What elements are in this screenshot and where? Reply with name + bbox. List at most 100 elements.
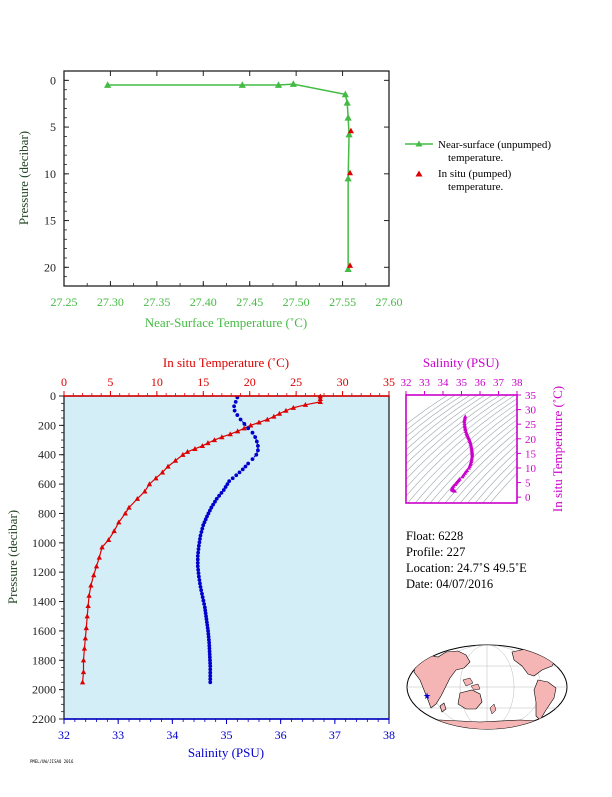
salinity-profile-point bbox=[200, 527, 204, 531]
ts-temperature-tick-label: 35 bbox=[525, 390, 537, 402]
salinity-profile-point bbox=[200, 592, 204, 596]
ts-temperature-tick-label: 10 bbox=[525, 463, 537, 475]
salinity-profile-point bbox=[234, 473, 238, 477]
top-x-tick-label: 27.50 bbox=[283, 295, 310, 309]
top-x-tick-label: 27.60 bbox=[376, 295, 403, 309]
salinity-profile-point bbox=[198, 578, 202, 582]
salinity-profile-point bbox=[241, 468, 245, 472]
top-y-tick-label: 15 bbox=[44, 214, 56, 228]
map-land bbox=[407, 645, 567, 731]
top-plot-frame bbox=[64, 71, 389, 286]
salinity-profile-point bbox=[199, 585, 203, 589]
salinity-profile-point bbox=[208, 667, 212, 671]
salinity-profile-point bbox=[196, 551, 200, 555]
top-y-tick-label: 0 bbox=[50, 73, 56, 87]
temperature-tick-label: 5 bbox=[107, 375, 113, 389]
salinity-profile-point bbox=[197, 544, 201, 548]
ts-temperature-tick-label: 20 bbox=[525, 434, 537, 446]
salinity-profile-point bbox=[222, 488, 226, 492]
salinity-profile-point bbox=[208, 664, 212, 668]
salinity-axis-label: Salinity (PSU) bbox=[188, 745, 264, 760]
float-number: Float: 6228 bbox=[406, 528, 527, 544]
pressure-tick-label: 800 bbox=[38, 506, 56, 520]
profile-date: Date: 04/07/2016 bbox=[406, 576, 527, 592]
top-y-tick-label: 20 bbox=[44, 260, 56, 274]
temperature-tick-label: 20 bbox=[244, 375, 256, 389]
salinity-profile-point bbox=[198, 582, 202, 586]
pressure-tick-label: 400 bbox=[38, 448, 56, 462]
salinity-profile-point bbox=[246, 462, 250, 466]
top-x-tick-label: 27.45 bbox=[236, 295, 263, 309]
salinity-profile-point bbox=[196, 558, 200, 562]
top-x-tick-label: 27.25 bbox=[51, 295, 78, 309]
temperature-tick-label: 10 bbox=[151, 375, 163, 389]
profile-number: Profile: 227 bbox=[406, 544, 527, 560]
salinity-profile-point bbox=[198, 537, 202, 541]
ts-temperature-tick-label: 30 bbox=[525, 405, 537, 417]
world-map: ★ bbox=[407, 645, 567, 731]
pressure-tick-label: 1000 bbox=[32, 536, 56, 550]
float-location-marker: ★ bbox=[423, 691, 431, 701]
salinity-profile-point bbox=[208, 671, 212, 675]
salinity-profile-point bbox=[232, 404, 236, 408]
salinity-profile-point bbox=[253, 435, 257, 439]
salinity-profile-point bbox=[251, 457, 255, 461]
top-chart-legend: Near-surface (unpumped) temperature. In … bbox=[405, 139, 551, 193]
salinity-profile-point bbox=[196, 564, 200, 568]
salinity-profile-point bbox=[208, 674, 212, 678]
salinity-profile-point bbox=[201, 599, 205, 603]
salinity-tick-label: 36 bbox=[275, 728, 287, 742]
salinity-profile-point bbox=[231, 476, 235, 480]
legend-label-unpumped-2: temperature. bbox=[448, 152, 504, 164]
salinity-tick-label: 33 bbox=[112, 728, 124, 742]
salinity-profile-point bbox=[196, 561, 200, 565]
ts-salinity-tick-label: 34 bbox=[438, 377, 450, 389]
top-x-tick-label: 27.30 bbox=[97, 295, 124, 309]
salinity-profile-point bbox=[197, 571, 201, 575]
main-y-axis-label: Pressure (decibar) bbox=[5, 510, 20, 604]
salinity-profile-point bbox=[234, 400, 238, 404]
ts-temperature-tick-label: 25 bbox=[525, 419, 537, 431]
salinity-tick-label: 35 bbox=[221, 728, 233, 742]
pressure-tick-label: 1600 bbox=[32, 624, 56, 638]
top-y-tick-label: 10 bbox=[44, 167, 56, 181]
temperature-tick-label: 35 bbox=[383, 375, 395, 389]
salinity-profile-point bbox=[256, 444, 260, 448]
salinity-profile-point bbox=[254, 453, 258, 457]
temperature-tick-label: 30 bbox=[337, 375, 349, 389]
pressure-tick-label: 200 bbox=[38, 418, 56, 432]
top-x-tick-label: 27.55 bbox=[329, 295, 356, 309]
ts-salinity-tick-label: 38 bbox=[512, 377, 524, 389]
ts-temperature-tick-label: 0 bbox=[525, 492, 531, 504]
salinity-profile-point bbox=[200, 530, 204, 534]
salinity-profile-point bbox=[220, 491, 224, 495]
salinity-profile-point bbox=[246, 426, 250, 430]
legend-marker-pumped bbox=[416, 171, 423, 177]
salinity-profile-point bbox=[199, 588, 203, 592]
ts-salinity-tick-label: 32 bbox=[401, 377, 412, 389]
salinity-profile-point bbox=[251, 431, 255, 435]
salinity-tick-label: 37 bbox=[329, 728, 341, 742]
top-y-tick-label: 5 bbox=[50, 120, 56, 134]
salinity-profile-point bbox=[208, 677, 212, 681]
ts-salinity-tick-label: 35 bbox=[456, 377, 468, 389]
ts-salinity-label: Salinity (PSU) bbox=[423, 355, 499, 370]
pressure-tick-label: 1400 bbox=[32, 595, 56, 609]
salinity-profile-point bbox=[256, 448, 260, 452]
ts-salinity-tick-label: 33 bbox=[419, 377, 431, 389]
salinity-profile-point bbox=[217, 494, 221, 498]
pressure-tick-label: 600 bbox=[38, 477, 56, 491]
top-y-axis-label: Pressure (decibar) bbox=[16, 131, 31, 225]
legend-label-unpumped-1: Near-surface (unpumped) bbox=[438, 139, 551, 151]
ts-temperature-tick-label: 5 bbox=[525, 478, 531, 490]
salinity-profile-point bbox=[202, 602, 206, 606]
pressure-tick-label: 1800 bbox=[32, 653, 56, 667]
salinity-profile-point bbox=[197, 547, 201, 551]
salinity-profile-point bbox=[201, 595, 205, 599]
salinity-tick-label: 34 bbox=[166, 728, 178, 742]
temperature-axis-label: In situ Temperature (˚C) bbox=[163, 355, 289, 370]
pressure-tick-label: 1200 bbox=[32, 565, 56, 579]
top-x-axis-label: Near-Surface Temperature (˚C) bbox=[145, 315, 307, 330]
